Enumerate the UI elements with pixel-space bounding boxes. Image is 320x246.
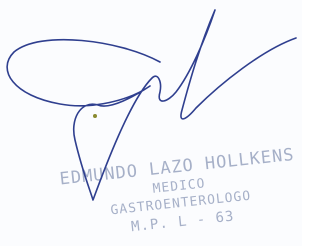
signature-page: EDMUNDO LAZO HOLLKENS MEDICO GASTROENTER… [0,0,302,246]
ink-dot [93,114,97,118]
